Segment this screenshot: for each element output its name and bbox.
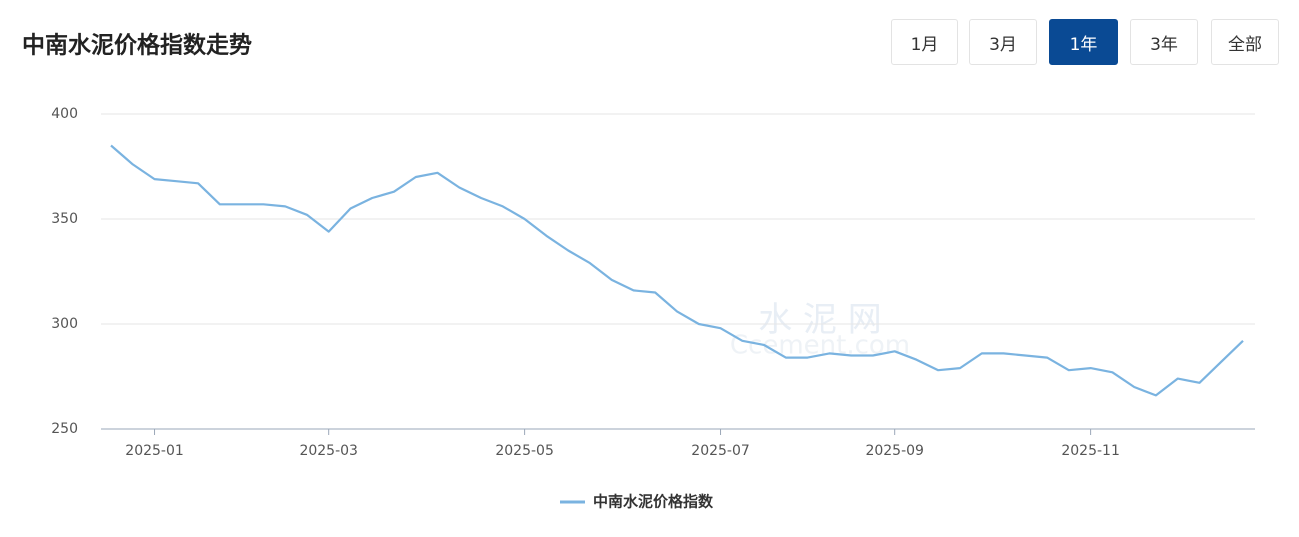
legend-label: 中南水泥价格指数 xyxy=(593,493,714,511)
y-tick-label: 400 xyxy=(51,106,78,122)
y-tick-label: 300 xyxy=(51,316,78,332)
x-tick-label: 2025-05 xyxy=(495,443,554,459)
x-tick-label: 2025-07 xyxy=(691,443,750,459)
x-tick-label: 2025-11 xyxy=(1061,443,1120,459)
x-tick-label: 2025-01 xyxy=(125,443,184,459)
y-tick-label: 350 xyxy=(51,211,78,227)
series-line xyxy=(110,144,1244,397)
y-tick-label: 250 xyxy=(51,421,78,437)
range-button[interactable]: 1月 xyxy=(891,19,958,65)
chart-title: 中南水泥价格指数走势 xyxy=(22,32,252,59)
range-button[interactable]: 1年 xyxy=(1049,19,1118,65)
range-button[interactable]: 全部 xyxy=(1211,19,1279,65)
range-button[interactable]: 3月 xyxy=(969,19,1037,65)
watermark: 水 泥 网 xyxy=(758,300,882,340)
range-button[interactable]: 3年 xyxy=(1130,19,1198,65)
x-tick-label: 2025-03 xyxy=(299,443,358,459)
x-tick-label: 2025-09 xyxy=(865,443,924,459)
